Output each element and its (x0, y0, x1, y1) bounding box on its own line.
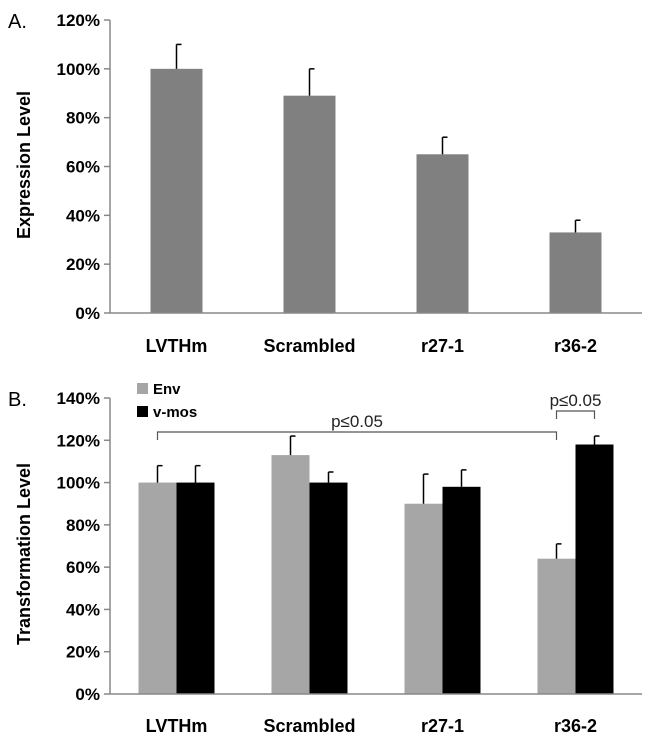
panel-b-y-tick-label: 40% (66, 600, 100, 619)
panel-b-bar-lvthm-v-mos (176, 482, 215, 694)
panel-a-y-tick-label: 60% (66, 158, 100, 177)
panel-b-bar-r36-2-env (537, 558, 576, 694)
panel-b-y-tick-label: 140% (57, 389, 100, 408)
panel-b-bar-scrambled-env (271, 455, 310, 694)
panel-a-y-tick-label: 0% (75, 304, 100, 323)
panel-a-bars (150, 43, 602, 313)
panel-a-bar-r36-2 (549, 232, 602, 313)
panel-b-y-ticks: 0% 20% 40% 60% 80% 100% 120% 140% (57, 389, 110, 704)
panel-a-category-label: LVTHm (146, 336, 208, 356)
legend-swatch-env (137, 383, 148, 394)
panel-b-legend: Env v-mos (137, 381, 197, 421)
panel-a-bar-lvthm (150, 68, 203, 313)
panel-a-category-label: Scrambled (263, 336, 355, 356)
panel-a-y-tick-label: 120% (57, 11, 100, 30)
panel-a-bar-scrambled (283, 95, 336, 313)
legend-swatch-vmos (137, 406, 148, 417)
panel-b-y-tick-label: 100% (57, 474, 100, 493)
panel-b-pvalue-wide: p≤0.05 (331, 412, 383, 431)
panel-a-y-tick-label: 100% (57, 60, 100, 79)
panel-a-chart: A. Expression Level 0% 20% 40% 60% 80% 100% 12… (8, 11, 642, 356)
panel-a-bar-r27-1 (416, 154, 469, 313)
panel-a-label: A. (8, 11, 27, 33)
panel-b-bar-r27-1-v-mos (442, 486, 481, 694)
panel-a-y-axis-title: Expression Level (14, 91, 34, 239)
panel-b-y-tick-label: 60% (66, 558, 100, 577)
panel-b-y-tick-label: 20% (66, 643, 100, 662)
panel-a-y-ticks: 0% 20% 40% 60% 80% 100% 120% (57, 11, 110, 323)
panel-b-label: B. (8, 389, 27, 411)
panel-b-category-label: r36-2 (554, 716, 597, 736)
panel-b-y-tick-label: 120% (57, 431, 100, 450)
panel-b-pvalue-small: p≤0.05 (550, 391, 602, 410)
panel-a-y-tick-label: 40% (66, 206, 100, 225)
panel-b-y-axis-title: Transformation Level (14, 463, 34, 645)
panel-a-y-tick-label: 20% (66, 255, 100, 274)
panel-b-bars (138, 435, 614, 694)
panel-a-category-label: r36-2 (554, 336, 597, 356)
legend-label-vmos: v-mos (153, 404, 197, 421)
panel-b-chart: B. Transformation Level 0% 20% 40% 60% 80% 10… (8, 381, 642, 736)
panel-a-category-labels: LVTHm Scrambled r27-1 r36-2 (146, 336, 597, 356)
panel-b-bar-lvthm-env (138, 482, 177, 694)
panel-b-y-tick-label: 0% (75, 685, 100, 704)
panel-b-bar-r36-2-v-mos (575, 444, 614, 694)
panel-b-y-tick-label: 80% (66, 516, 100, 535)
panel-b-category-label: LVTHm (146, 716, 208, 736)
panel-b-category-label: Scrambled (263, 716, 355, 736)
panel-b-significance-annotations: p≤0.05 p≤0.05 (156, 391, 602, 440)
panel-b-category-label: r27-1 (421, 716, 464, 736)
panel-b-bracket-small (555, 410, 596, 419)
panel-b-bracket-wide (156, 431, 558, 440)
panel-b-category-labels: LVTHm Scrambled r27-1 r36-2 (146, 716, 597, 736)
panel-b-bar-scrambled-v-mos (309, 482, 348, 694)
legend-label-env: Env (153, 381, 181, 398)
panel-a-category-label: r27-1 (421, 336, 464, 356)
panel-b-bar-r27-1-env (404, 503, 443, 694)
panel-a-y-tick-label: 80% (66, 109, 100, 128)
